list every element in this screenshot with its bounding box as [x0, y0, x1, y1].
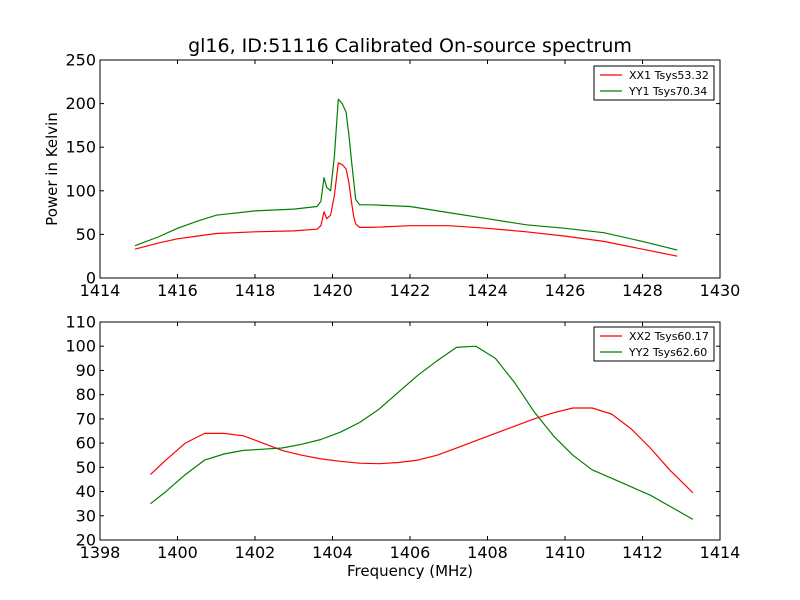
chart-title: gl16, ID:51116 Calibrated On-source spec…	[188, 35, 632, 57]
y-tick-label: 50	[76, 458, 96, 477]
x-tick-label: 1402	[235, 543, 276, 562]
y-tick-label: 200	[65, 94, 96, 113]
series-line-1-1	[150, 345, 694, 520]
y-tick-label: 60	[76, 434, 96, 453]
x-tick-label: 1418	[235, 281, 276, 300]
x-tick-label: 1398	[80, 543, 121, 562]
legend-entry: XX1 Tsys53.32	[629, 69, 709, 82]
y-tick-label: 100	[65, 337, 96, 356]
x-tick-label: 1414	[700, 543, 741, 562]
y-tick-label: 50	[76, 225, 96, 244]
bottom-panel: 1398 1400 1402 1404 1406 1408 1410 1412 1414 20 30…	[65, 313, 740, 581]
y-tick-label: 30	[76, 506, 96, 525]
legend: XX2 Tsys60.17 YY2 Tsys62.60	[593, 326, 715, 362]
y-tick-label: 100	[65, 181, 96, 200]
x-tick-label: 1406	[390, 543, 431, 562]
top-panel: 1414 1416 1418 1420 1422 1424 1426 1428 1430 0 50 1…	[43, 51, 740, 301]
legend-entry: YY1 Tsys70.34	[628, 85, 707, 98]
x-tick-label: 1412	[622, 543, 663, 562]
x-tick-label: 1424	[467, 281, 508, 300]
x-tick-label: 1404	[312, 543, 353, 562]
x-tick-label: 1414	[80, 281, 121, 300]
x-tick-label: 1428	[622, 281, 663, 300]
y-tick-label: 150	[65, 138, 96, 157]
legend-entry: YY2 Tsys62.60	[628, 346, 707, 359]
x-axis-label: Frequency (MHz)	[347, 562, 473, 580]
y-tick-label: 80	[76, 385, 96, 404]
legend: XX1 Tsys53.32 YY1 Tsys70.34	[593, 65, 715, 101]
y-tick-label: 250	[65, 51, 96, 70]
x-tick-label: 1426	[545, 281, 586, 300]
series-line-1-0	[149, 407, 694, 494]
x-tick-label: 1410	[545, 543, 586, 562]
y-tick-label: 90	[76, 361, 96, 380]
x-tick-label: 1430	[700, 281, 741, 300]
x-tick-label: 1400	[157, 543, 198, 562]
legend-box	[593, 65, 715, 101]
x-tick-label: 1408	[467, 543, 508, 562]
x-tick-label: 1422	[390, 281, 431, 300]
legend-box	[593, 326, 715, 362]
x-tick-label: 1420	[312, 281, 353, 300]
series-line-0-1	[134, 98, 678, 251]
series-line-0-0	[134, 162, 678, 257]
y-tick-label: 40	[76, 482, 96, 501]
y-tick-label: 70	[76, 409, 96, 428]
legend-entry: XX2 Tsys60.17	[629, 330, 709, 343]
y-tick-label: 20	[76, 531, 96, 550]
y-axis-label: Power in Kelvin	[43, 112, 61, 226]
y-tick-label: 0	[86, 269, 96, 288]
y-tick-label: 110	[65, 313, 96, 332]
x-tick-label: 1416	[157, 281, 198, 300]
